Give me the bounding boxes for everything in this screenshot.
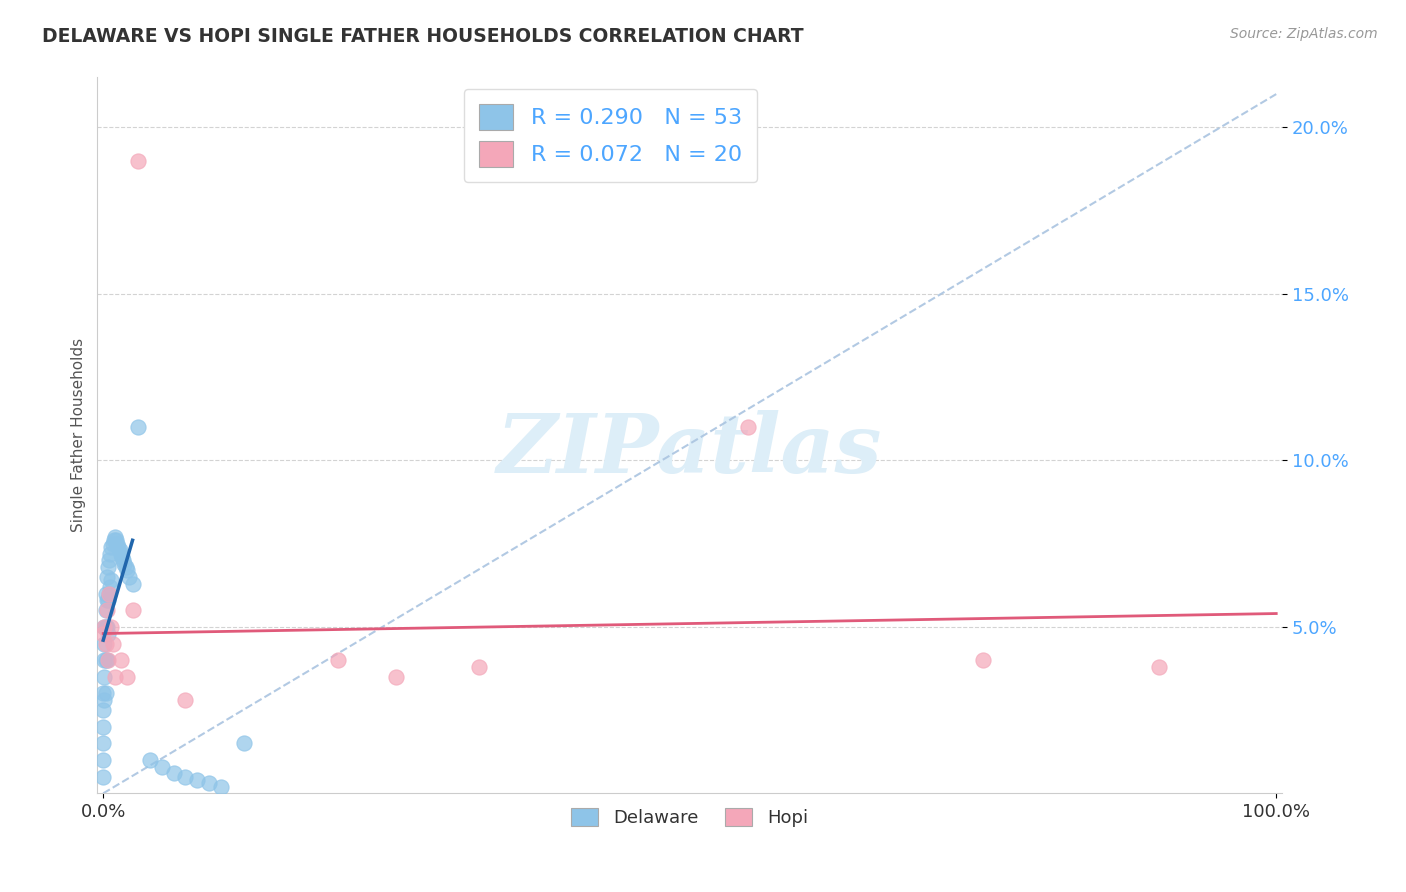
Point: [97, 653, 120, 667]
Point: [96, 570, 118, 584]
Point: [100, 573, 122, 587]
Point: [94, 636, 117, 650]
Point: [174, 693, 197, 707]
Point: [139, 753, 162, 767]
Point: [96, 593, 118, 607]
Point: [94, 686, 117, 700]
Text: Source: ZipAtlas.com: Source: ZipAtlas.com: [1230, 27, 1378, 41]
Point: [112, 557, 135, 571]
Point: [101, 636, 124, 650]
Point: [121, 576, 143, 591]
Point: [93, 620, 115, 634]
Point: [104, 530, 127, 544]
Point: [97, 626, 120, 640]
Point: [98, 586, 121, 600]
Point: [233, 736, 256, 750]
Point: [127, 153, 149, 168]
Text: ZIPatlas: ZIPatlas: [496, 409, 883, 490]
Point: [103, 533, 125, 548]
Point: [162, 766, 184, 780]
Point: [972, 653, 994, 667]
Point: [98, 547, 121, 561]
Point: [91, 720, 114, 734]
Y-axis label: Single Father Households: Single Father Households: [72, 338, 86, 533]
Point: [97, 593, 120, 607]
Point: [737, 420, 759, 434]
Point: [93, 636, 115, 650]
Point: [93, 670, 115, 684]
Point: [100, 540, 122, 554]
Point: [94, 603, 117, 617]
Point: [100, 620, 122, 634]
Legend: Delaware, Hopi: Delaware, Hopi: [564, 801, 815, 834]
Point: [118, 570, 141, 584]
Point: [94, 620, 117, 634]
Point: [108, 543, 131, 558]
Point: [110, 547, 132, 561]
Point: [121, 603, 143, 617]
Point: [101, 536, 124, 550]
Point: [112, 553, 135, 567]
Point: [105, 533, 128, 548]
Point: [127, 420, 149, 434]
Point: [94, 653, 117, 667]
Point: [91, 736, 114, 750]
Point: [186, 772, 208, 787]
Point: [98, 580, 121, 594]
Point: [96, 620, 118, 634]
Point: [174, 770, 197, 784]
Point: [93, 693, 115, 707]
Point: [197, 776, 219, 790]
Point: [150, 760, 173, 774]
Point: [98, 586, 121, 600]
Point: [97, 560, 120, 574]
Point: [91, 626, 114, 640]
Point: [104, 670, 127, 684]
Point: [1147, 660, 1170, 674]
Point: [467, 660, 489, 674]
Point: [107, 540, 129, 554]
Point: [209, 780, 232, 794]
Point: [91, 753, 114, 767]
Point: [385, 670, 408, 684]
Point: [326, 653, 349, 667]
Point: [115, 563, 138, 577]
Point: [98, 553, 121, 567]
Point: [94, 586, 117, 600]
Point: [115, 670, 138, 684]
Point: [91, 703, 114, 717]
Text: DELAWARE VS HOPI SINGLE FATHER HOUSEHOLDS CORRELATION CHART: DELAWARE VS HOPI SINGLE FATHER HOUSEHOLD…: [42, 27, 804, 45]
Point: [93, 620, 115, 634]
Point: [96, 603, 118, 617]
Point: [111, 549, 134, 564]
Point: [96, 653, 118, 667]
Point: [105, 536, 128, 550]
Point: [114, 560, 136, 574]
Point: [91, 686, 114, 700]
Point: [93, 653, 115, 667]
Point: [91, 770, 114, 784]
Point: [110, 653, 132, 667]
